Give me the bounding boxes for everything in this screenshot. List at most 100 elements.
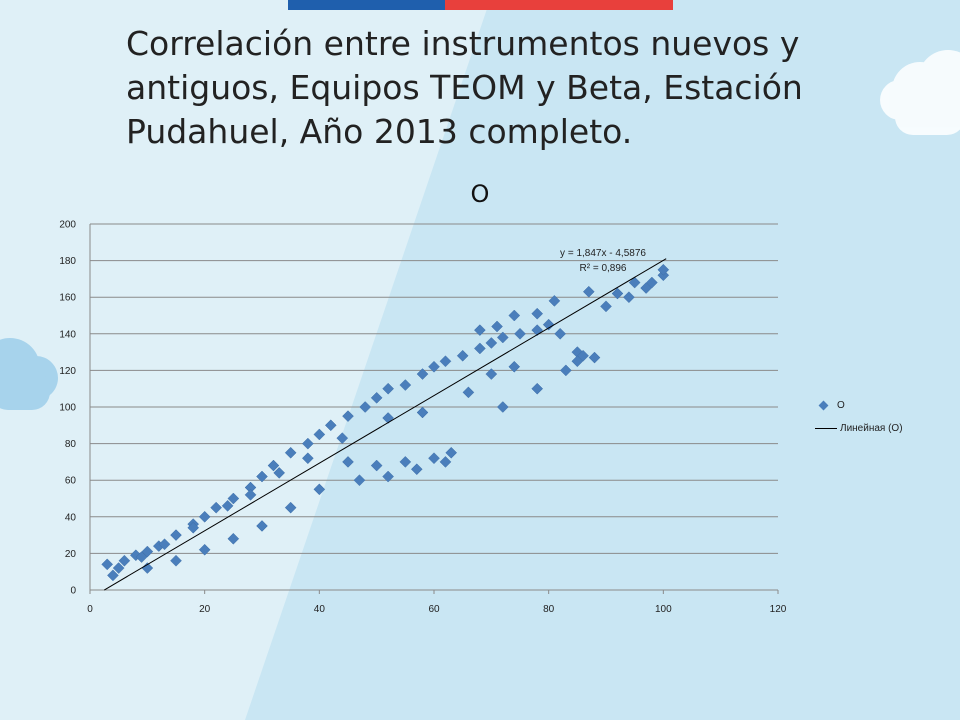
data-point [273,467,286,479]
data-point [588,351,601,364]
x-tick-label-0: 0 [87,604,93,615]
y-tick-label-20: 20 [65,549,77,560]
data-point [646,276,658,289]
data-point [399,379,412,391]
data-point [359,401,372,413]
legend-item-series: O [815,398,903,412]
data-point [514,327,526,340]
data-point [198,510,211,523]
data-point [611,287,624,300]
data-point [187,521,200,534]
cloud-left [0,338,58,410]
y-tick-label-200: 200 [59,220,76,231]
data-point [508,360,521,373]
data-point [170,529,182,541]
data-point [227,532,240,545]
x-tick-label-40: 40 [314,604,326,615]
data-point [600,300,612,313]
y-tick-label-180: 180 [59,256,76,267]
chart-gridlines [90,223,778,591]
data-point [428,452,440,465]
slide-title: Correlación entre instrumentos nuevos y … [126,24,803,151]
data-point [439,355,452,368]
data-point [456,349,469,362]
data-point [531,307,544,320]
data-point [370,459,383,472]
data-point [410,463,423,476]
data-point [416,406,429,419]
data-point [101,558,114,571]
data-point [267,459,280,472]
chart-axes [89,224,779,594]
data-point [531,382,544,395]
data-point [439,456,452,468]
data-point [623,291,635,304]
data-point [628,276,641,289]
data-point [118,554,131,567]
trend-equation: y = 1,847x - 4,5876 [560,248,646,259]
data-point [221,499,234,512]
data-point [416,368,429,380]
trendline [103,258,667,591]
data-point [462,386,475,399]
data-points [101,263,670,582]
x-tick-label-100: 100 [655,604,672,615]
legend-label-trendline: Линейная (O) [840,422,903,434]
legend-label-series: O [837,399,845,411]
data-point [324,419,337,432]
data-point [399,456,412,468]
data-point [170,554,182,567]
data-point [571,355,584,368]
data-point [657,263,670,276]
data-point [256,470,268,483]
y-tick-label-60: 60 [65,476,77,487]
y-tick-label-80: 80 [65,439,77,450]
y-tick-label-140: 140 [59,329,76,340]
y-tick-label-40: 40 [65,512,77,523]
x-tick-label-20: 20 [199,604,211,615]
data-point [508,309,521,322]
data-point [198,543,211,556]
trendline-group [103,258,667,591]
data-point [496,401,509,413]
data-point [560,364,572,377]
flag-stripe-red [445,0,673,10]
data-point [336,432,349,444]
diamond-marker-icon [818,400,829,410]
line-marker-icon [815,427,837,429]
data-point [485,368,498,380]
tick-labels: 0 20 40 60 80 100 120 140 160 180 200 0 20 40 60 80 100 1… [59,220,786,616]
data-point [474,324,486,336]
data-point [313,428,326,441]
data-point [342,456,354,468]
data-point [382,470,394,483]
data-point [445,446,458,459]
data-point [210,501,222,514]
data-point [107,569,119,582]
chart-legend: O Линейная (O) [815,398,903,444]
y-tick-label-0: 0 [70,586,76,597]
data-point [256,520,268,532]
background-light-band [245,0,960,720]
data-point [135,551,148,563]
data-point [112,562,125,574]
x-tick-label-80: 80 [543,604,555,615]
trend-r2: R² = 0,896 [580,263,627,274]
data-point [554,327,566,340]
data-point [491,320,503,333]
data-point [158,538,171,551]
data-point [382,382,394,395]
data-point [548,295,561,307]
data-point [313,483,326,496]
data-point [284,501,297,514]
data-point [542,318,555,331]
data-point [353,474,366,487]
y-tick-label-100: 100 [59,403,76,414]
data-point [302,437,314,450]
legend-item-trendline: Линейная (O) [815,421,903,435]
data-point [370,391,383,404]
x-tick-label-120: 120 [770,604,787,615]
x-tick-label-60: 60 [428,604,440,615]
